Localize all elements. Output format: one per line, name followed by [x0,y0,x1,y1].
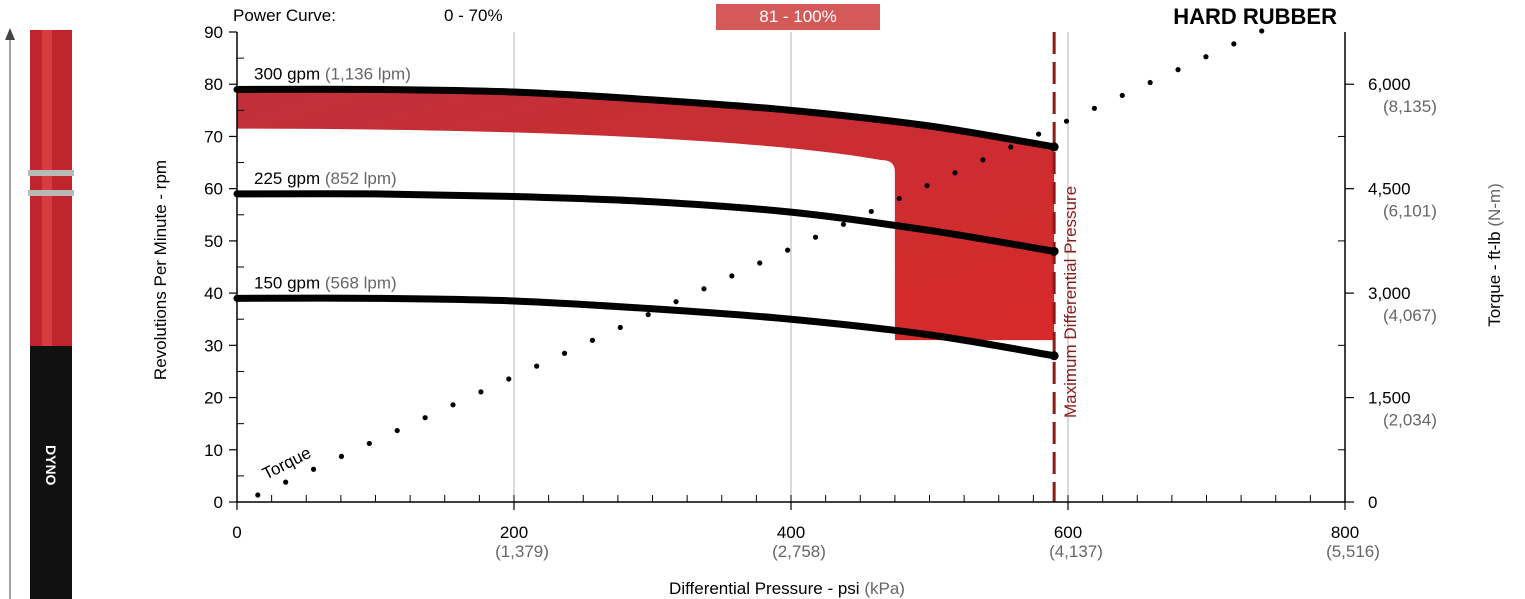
torque-point [645,311,651,318]
series-label: 225 gpm (852 lpm) [254,169,397,188]
y2-axis-title: Torque - ft-lb (N-m) [1485,183,1504,327]
x-tick-label: 600 [1054,523,1082,542]
torque-point [868,208,874,215]
torque-point [534,363,540,369]
power-curve-label: Power Curve: [233,6,336,25]
svg-text:DYNO: DYNO [43,445,59,486]
y-tick-label: 10 [204,441,223,460]
torque-point [1091,105,1097,111]
series-line [233,294,1058,360]
torque-point [394,427,400,434]
x-tick-sublabel: (2,758) [772,542,826,561]
y2-tick-sublabel: (8,135) [1383,97,1437,116]
power-range-high-box [716,4,880,30]
series-label: 300 gpm (1,136 lpm) [254,64,411,83]
y2-tick-label: 6,000 [1368,75,1411,94]
series-line [233,190,1058,255]
torque-point [701,286,707,292]
svg-text:Revolutions Per Minute - rpm: Revolutions Per Minute - rpm [151,160,170,380]
x-tick-sublabel: (4,137) [1049,542,1103,561]
torque-point [310,466,317,472]
series-label: 150 gpm (568 lpm) [254,273,397,292]
x-tick-sublabel: (1,379) [495,542,549,561]
torque-point [506,376,512,382]
y2-tick-sublabel: (2,034) [1383,411,1437,430]
x-axis-title: Differential Pressure - psi (kPa) [669,579,905,598]
motor-body-black [30,346,72,599]
y-tick-label: 60 [204,180,223,199]
x-tick-label: 400 [777,523,805,542]
chart-title: HARD RUBBER [1173,4,1337,29]
torque-point [924,183,930,189]
series-endpoint [1049,351,1059,361]
y2-tick-label: 3,000 [1368,284,1411,303]
torque-point [283,479,289,485]
max-differential-label: Maximum Differential Pressure [1061,186,1080,418]
torque-point [422,415,428,421]
x-tick-sublabel: (5,516) [1326,542,1380,561]
torque-point [478,389,484,395]
torque-point [840,221,847,227]
high-power-band [237,89,1055,341]
torque-label: Torque [259,443,314,484]
x-tick-label: 0 [232,523,241,542]
torque-point [1203,54,1209,60]
y-tick-label: 30 [204,336,223,355]
series-line [233,85,1058,151]
torque-point [1259,28,1265,34]
torque-point [1119,92,1125,99]
y-axis-title: Revolutions Per Minute - rpm [151,160,170,380]
torque-point [673,299,679,305]
motor-highlight [42,30,52,348]
power-range-low: 0 - 70% [444,6,503,25]
dyno-logo: DYNO [43,445,59,486]
torque-point [896,195,902,202]
y-tick-label: 90 [204,23,223,42]
torque-point [1175,67,1181,73]
power-range-high: 81 - 100% [759,7,837,26]
motor-illustration: DYNO [5,28,74,599]
torque-point [617,324,623,331]
torque-point [1231,41,1237,47]
torque-point [729,273,735,279]
y-tick-label: 0 [214,493,223,512]
motor-ring-lower [28,190,74,196]
torque-point [1036,131,1042,137]
y2-tick-label: 4,500 [1368,180,1411,199]
y2-tick-label: 0 [1368,493,1377,512]
torque-point [1147,79,1153,86]
y2-tick-label: 1,500 [1368,389,1411,408]
y-tick-label: 80 [204,75,223,94]
x-tick-label: 200 [500,523,528,542]
svg-text:Torque - ft-lb (N-m): Torque - ft-lb (N-m) [1485,183,1504,327]
y-tick-label: 70 [204,127,223,146]
x-tick-label: 800 [1331,523,1359,542]
y-tick-label: 40 [204,284,223,303]
y-tick-label: 20 [204,389,223,408]
series-endpoint [1049,246,1059,256]
torque-point [757,260,763,266]
torque-point [1008,144,1014,150]
torque-point [812,234,819,240]
torque-point [785,247,791,253]
series-endpoint [1049,142,1059,152]
y2-tick-sublabel: (6,101) [1383,202,1437,221]
torque-point [589,337,596,343]
torque-point [952,170,958,176]
torque-point [1063,118,1070,124]
torque-point [255,492,261,498]
torque-point [338,453,345,459]
y2-tick-sublabel: (4,067) [1383,306,1437,325]
torque-point [980,157,986,163]
torque-point [561,350,568,356]
y-tick-label: 50 [204,232,223,251]
motor-length-arrowhead [5,28,15,40]
torque-point [450,402,456,408]
motor-ring-upper [28,170,74,176]
torque-point [366,440,372,447]
